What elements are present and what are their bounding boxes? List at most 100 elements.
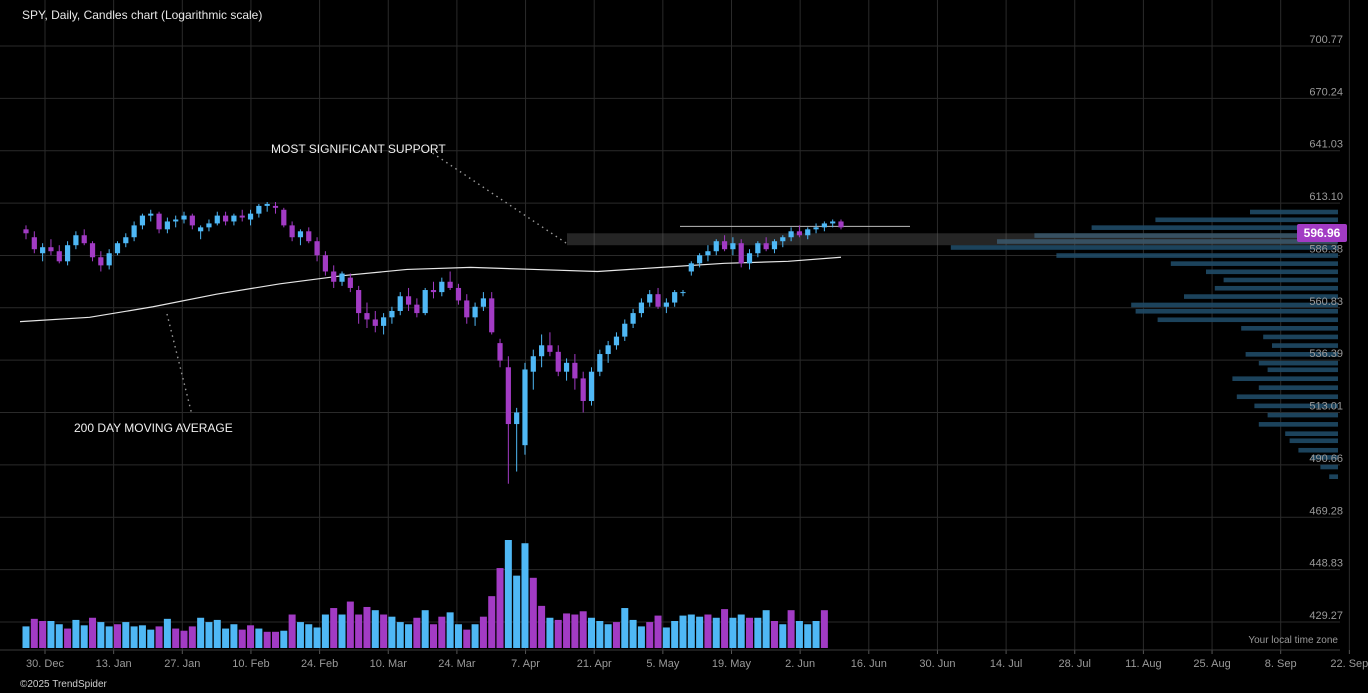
candle-body [788,231,794,238]
candle [272,202,279,214]
volume-bar [538,605,546,648]
volume-bar [122,622,130,648]
x-tick-label: 5. May [646,658,680,670]
volume-bar [621,608,629,648]
candle [555,345,561,377]
candle [472,302,478,326]
candle [647,290,653,307]
candle-body [48,247,54,252]
volume-bar [671,621,679,648]
candle [414,298,420,318]
candle-body [505,367,511,425]
volume-bar [637,626,645,648]
volume-bar [787,610,795,648]
candle-body [780,237,786,242]
candle-body [272,205,279,208]
x-tick-label: 22. Sep [1330,658,1368,670]
candle [713,239,719,256]
volume-bar [529,577,537,648]
candle-body [89,243,96,258]
x-tick-label: 24. Mar [438,658,476,670]
candle-body [81,235,87,244]
candle-body [580,378,586,402]
volume-bar [238,629,246,648]
candle [289,221,295,242]
candle-body [680,292,686,294]
candle [31,231,37,254]
volume-bar [604,624,612,648]
x-tick-label: 28. Jul [1059,658,1091,670]
timezone-label: Your local time zone [1248,635,1338,646]
candle [597,349,603,377]
candle [838,219,844,230]
candle [389,306,395,324]
candle-body [430,290,437,293]
volume-profile-bar [1320,464,1338,470]
volume-bar [712,617,720,648]
volume-bar [163,618,171,648]
candle [755,241,761,258]
volume-bar [105,626,113,648]
volume-bar [97,622,105,648]
candle [281,207,287,228]
x-tick-label: 30. Dec [26,658,64,670]
candle [630,308,636,329]
candle [622,319,628,341]
candle-body [672,292,678,303]
candle-body [630,313,636,324]
volume-bar [579,611,587,648]
y-tick-label: 586.38 [1309,243,1343,255]
volume-bar [421,610,429,648]
candle [663,298,669,314]
volume-profile-bar [1135,308,1338,314]
volume-profile-bar [1250,209,1338,215]
volume-bar [147,629,155,648]
candle-body [64,245,71,262]
volume-bar [795,621,803,648]
ma-leader [166,313,193,416]
ma-annotation: 200 DAY MOVING AVERAGE [74,421,233,435]
volume-bar [812,621,820,648]
candle [347,273,353,293]
candle-body [447,281,453,288]
candle [788,227,794,242]
volume-bar [396,622,404,648]
volume-profile-bar [1131,302,1338,308]
candle-body [181,215,187,220]
candle [148,209,154,222]
candle-body [331,271,337,282]
volume-profile-bar [1258,360,1338,366]
x-tick-label: 7. Apr [511,658,540,670]
x-tick-label: 13. Jan [96,658,132,670]
candle [514,407,520,472]
volume-bar [729,617,737,648]
candle [746,249,753,270]
volume-bar [770,621,778,648]
candle [123,233,129,248]
candle [56,245,62,264]
candle [231,213,237,226]
candle-body [339,273,345,282]
candle-body [721,241,728,250]
candle-body [547,345,553,352]
candle-body [472,306,478,318]
candle [98,251,104,272]
volume-bar [72,619,80,648]
annotation-leaders [166,149,567,416]
candle-body [588,371,595,402]
x-tick-label: 16. Jun [851,658,887,670]
volume-profile-bar [1245,352,1338,357]
volume-profile-bar [1267,367,1338,373]
candle-body [796,231,803,236]
candle-body [405,296,412,305]
candle [530,349,536,390]
candle [89,241,96,262]
volume-bar [22,626,30,648]
candle [580,371,586,413]
candle-body [389,310,395,318]
candle-body [572,362,578,379]
volume-bar [305,624,313,648]
support-zone [567,225,1337,246]
volume-bar [746,617,754,648]
candle [497,338,503,368]
